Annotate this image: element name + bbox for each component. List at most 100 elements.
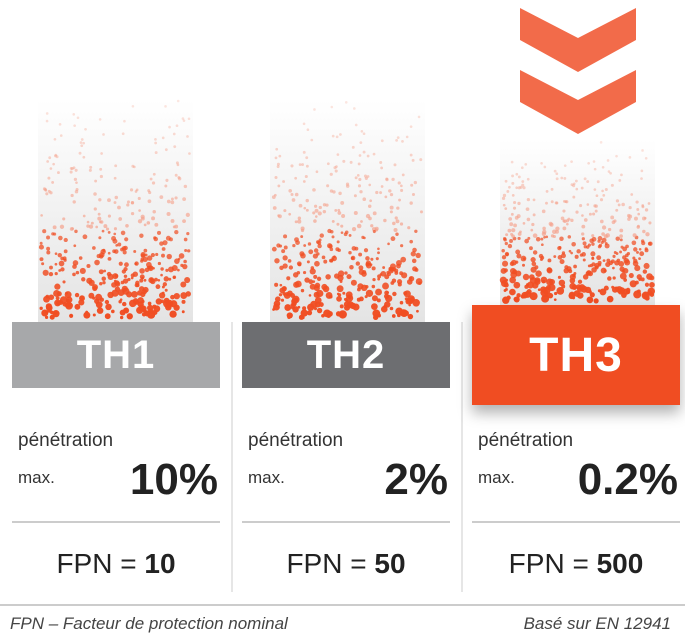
particle: [572, 195, 576, 199]
particle: [571, 241, 576, 247]
particle: [138, 209, 141, 212]
particle: [502, 260, 509, 267]
particle: [278, 154, 282, 158]
particle: [526, 177, 530, 181]
particle: [147, 199, 152, 204]
particle: [516, 293, 521, 298]
particle: [165, 178, 169, 182]
particle: [586, 296, 594, 304]
particle: [585, 245, 590, 249]
particle: [82, 155, 86, 159]
particle: [400, 256, 407, 263]
particle: [532, 233, 538, 238]
particle: [331, 219, 335, 223]
particle: [188, 152, 191, 155]
particle: [271, 246, 277, 252]
particle: [504, 179, 508, 183]
particle: [540, 237, 544, 241]
particle: [357, 184, 362, 188]
particle: [356, 174, 360, 177]
particle: [81, 277, 86, 282]
particle: [375, 190, 379, 195]
particle: [563, 176, 567, 180]
fpn-label: FPN =: [286, 548, 367, 579]
particle: [628, 156, 632, 159]
particle: [606, 159, 610, 162]
particle: [509, 239, 513, 243]
particle: [553, 169, 557, 173]
particle: [274, 258, 280, 264]
fpn: FPN = 10: [12, 548, 220, 580]
particle: [90, 221, 94, 225]
particle: [297, 216, 302, 220]
particle: [513, 200, 517, 205]
particle: [48, 156, 52, 160]
particle: [397, 181, 401, 185]
particle: [555, 226, 560, 231]
particle: [564, 200, 568, 204]
particle: [505, 288, 508, 291]
particle: [57, 171, 60, 175]
particle: [333, 255, 336, 259]
particle: [512, 206, 517, 210]
particle: [341, 213, 346, 218]
particle: [89, 165, 93, 169]
footer-source: Basé sur EN 12941: [523, 614, 671, 633]
particle: [524, 163, 528, 166]
particle: [46, 246, 51, 251]
particle: [151, 216, 156, 221]
particle: [559, 259, 565, 265]
particle: [107, 256, 112, 261]
particle: [371, 303, 378, 310]
particle: [597, 236, 603, 241]
particle: [529, 274, 535, 280]
particle: [368, 183, 372, 187]
particle: [62, 217, 66, 221]
particle: [647, 287, 655, 295]
particle: [146, 265, 151, 269]
particle: [166, 211, 171, 217]
particle: [46, 250, 51, 255]
particle: [117, 205, 121, 210]
particle: [282, 180, 286, 183]
particle: [314, 301, 321, 308]
particle: [96, 307, 104, 314]
particle: [372, 314, 379, 321]
particle: [168, 237, 173, 242]
particle: [524, 290, 532, 298]
particle: [166, 199, 171, 204]
particle: [375, 288, 383, 296]
particle: [401, 139, 404, 143]
particle: [574, 179, 578, 183]
particle: [300, 226, 305, 231]
particle: [118, 300, 122, 304]
particle: [408, 303, 412, 307]
particle: [562, 219, 566, 223]
particle: [549, 278, 556, 285]
particle: [45, 112, 49, 115]
particle: [412, 247, 417, 253]
particle: [148, 303, 152, 306]
particle: [558, 279, 566, 287]
particle: [290, 164, 294, 168]
particle: [46, 160, 49, 163]
particle: [532, 250, 538, 255]
particle: [275, 147, 279, 151]
particle: [377, 251, 380, 255]
particle: [152, 266, 155, 270]
particle: [40, 214, 43, 217]
particle: [316, 252, 320, 256]
particle: [394, 271, 399, 275]
particle: [97, 216, 102, 221]
particle: [568, 292, 575, 300]
particle: [305, 208, 309, 212]
particle: [609, 171, 612, 175]
particle: [526, 197, 531, 202]
particle: [546, 267, 552, 273]
particle: [583, 177, 587, 181]
particle: [286, 276, 291, 281]
particle: [331, 134, 335, 138]
particle: [522, 186, 526, 190]
particle: [104, 299, 110, 305]
particle: [503, 268, 508, 273]
